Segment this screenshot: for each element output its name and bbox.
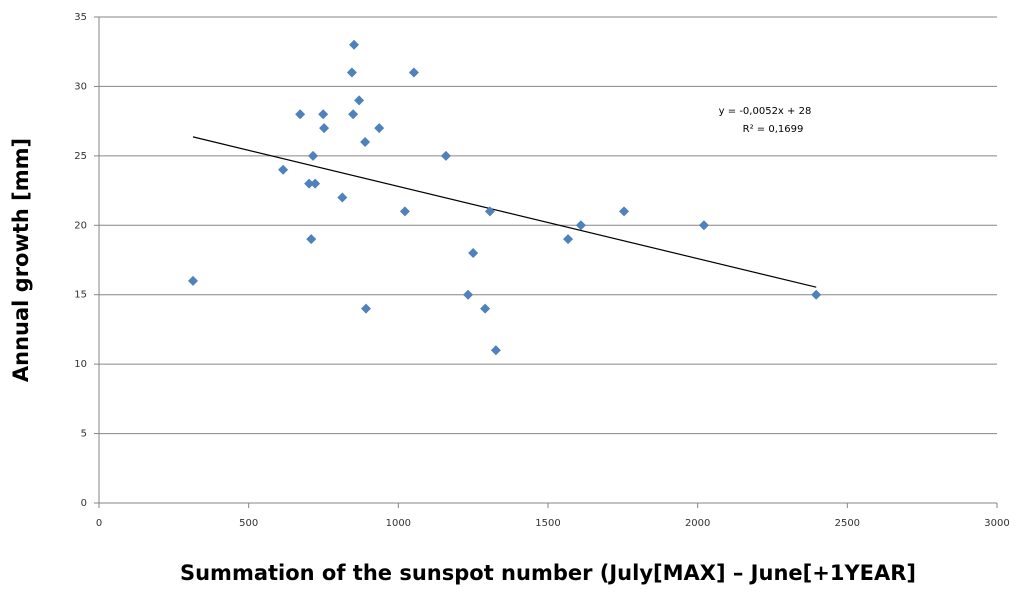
data-point xyxy=(310,178,321,189)
data-point xyxy=(360,136,371,147)
trendline xyxy=(192,136,817,288)
trendline-equation: y = -0,0052x + 28 xyxy=(719,106,812,117)
x-tick-label: 0 xyxy=(96,518,102,529)
data-point xyxy=(811,289,822,300)
data-point xyxy=(619,206,630,217)
data-point xyxy=(349,39,360,50)
data-point xyxy=(295,109,306,120)
data-point xyxy=(354,95,365,106)
data-point xyxy=(308,150,319,161)
x-tick-label: 1000 xyxy=(386,518,411,529)
data-point xyxy=(480,303,491,314)
x-axis-title: Summation of the sunspot number (July[MA… xyxy=(180,561,916,585)
y-tick-label: 10 xyxy=(74,359,87,370)
data-point xyxy=(304,178,315,189)
data-point xyxy=(187,275,198,286)
data-point xyxy=(361,303,372,314)
y-tick-label: 15 xyxy=(74,290,87,301)
data-point xyxy=(348,109,359,120)
data-point xyxy=(463,289,474,300)
data-point xyxy=(318,109,329,120)
x-tick-label: 1500 xyxy=(535,518,560,529)
x-tick-label: 2500 xyxy=(835,518,860,529)
x-tick-label: 3000 xyxy=(984,518,1009,529)
data-point xyxy=(698,220,709,231)
y-tick-label: 25 xyxy=(74,151,87,162)
x-tick-label: 500 xyxy=(239,518,258,529)
data-point xyxy=(440,150,451,161)
data-point xyxy=(399,206,410,217)
trendline-r2: R² = 0,1699 xyxy=(743,124,804,135)
data-point xyxy=(484,206,495,217)
data-point xyxy=(319,123,330,134)
data-point xyxy=(278,164,289,175)
y-tick-label: 35 xyxy=(74,12,87,23)
data-point xyxy=(374,123,385,134)
data-point xyxy=(575,220,586,231)
y-tick-label: 30 xyxy=(74,81,87,92)
data-point xyxy=(306,234,317,245)
y-tick-label: 20 xyxy=(74,220,87,231)
data-point xyxy=(490,345,501,356)
y-tick-label: 0 xyxy=(81,498,87,509)
data-point xyxy=(337,192,348,203)
data-point xyxy=(346,67,357,78)
data-point xyxy=(563,234,574,245)
y-axis-title: Annual growth [mm] xyxy=(9,138,33,382)
data-point xyxy=(408,67,419,78)
y-tick-label: 5 xyxy=(81,429,87,440)
data-point xyxy=(468,248,479,259)
x-tick-label: 2000 xyxy=(685,518,710,529)
